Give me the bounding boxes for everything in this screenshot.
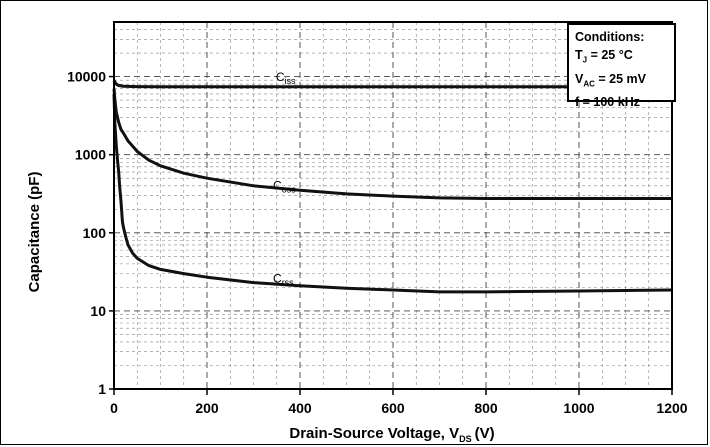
- x-tick-label: 0: [110, 400, 118, 416]
- y-tick-label: 10000: [67, 69, 106, 85]
- label-ciss: Ciss: [276, 70, 296, 86]
- conditions-box: Conditions: TJ = 25 °C VAC = 25 mV f = 1…: [567, 23, 676, 109]
- condition-ac-voltage: VAC = 25 mV: [575, 71, 646, 89]
- y-tick-label: 1000: [75, 147, 106, 163]
- y-tick-label: 100: [83, 225, 107, 241]
- curves: [112, 79, 673, 294]
- x-tick-label: 800: [474, 400, 498, 416]
- curve-coss: [112, 88, 672, 200]
- x-tick-label: 600: [381, 400, 405, 416]
- conditions-title: Conditions:: [575, 30, 645, 44]
- condition-temperature: TJ = 25 °C: [575, 48, 633, 65]
- x-axis-label: Drain-Source Voltage, VDS (V): [289, 425, 494, 444]
- x-tick-label: 1000: [563, 400, 594, 416]
- condition-frequency: f = 100 kHz: [575, 95, 640, 109]
- y-tick-label: 10: [90, 303, 106, 319]
- curve-ciss: [112, 79, 672, 89]
- plot-area-border: [113, 21, 673, 390]
- x-tick-label: 1200: [656, 400, 687, 416]
- y-axis-label: Capacitance (pF): [26, 172, 43, 293]
- label-coss: Coss: [273, 178, 296, 194]
- x-axis-label-unit: (V): [475, 425, 495, 442]
- x-axis-label-main: Drain-Source Voltage, V: [289, 425, 459, 442]
- x-tick-label: 200: [195, 400, 219, 416]
- label-crss: Crss: [273, 272, 294, 288]
- y-tick-label: 1: [98, 381, 106, 397]
- x-axis-label-sub: DS: [459, 434, 472, 444]
- tick-labels: 0 200 400 600 800 1000 1200 1 10 100 1000 10000: [67, 69, 688, 416]
- x-tick-label: 400: [288, 400, 312, 416]
- series-labels: Ciss Coss Crss: [273, 70, 296, 288]
- curve-crss: [112, 93, 673, 294]
